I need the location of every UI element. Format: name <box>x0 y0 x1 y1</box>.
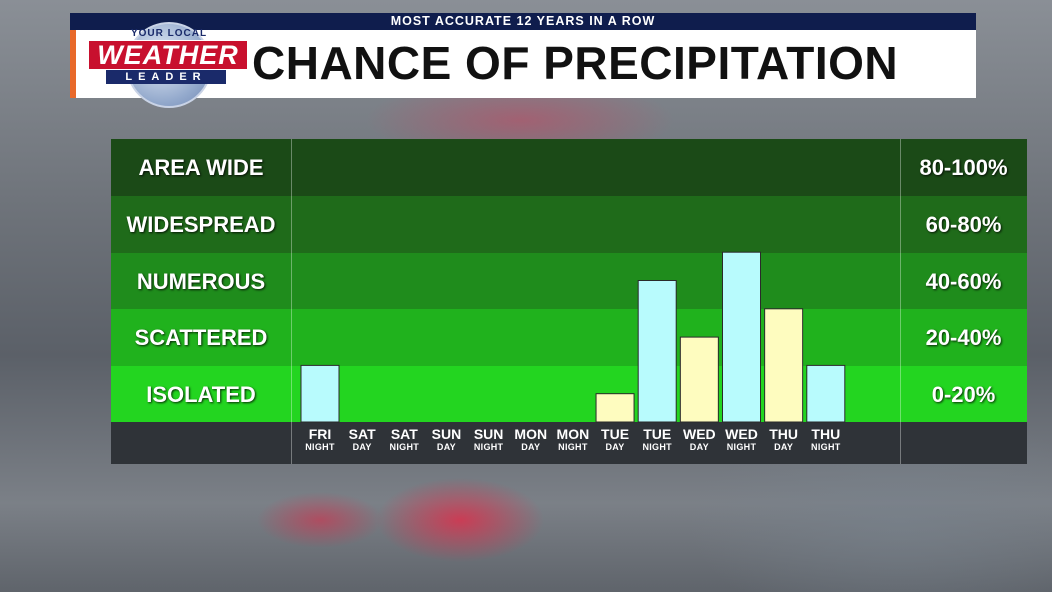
left-divider <box>291 139 292 464</box>
band-range: 0-20% <box>931 382 996 407</box>
bar-thu-night <box>806 364 846 423</box>
tick-day: MON <box>514 426 548 442</box>
band-label: ISOLATED <box>146 382 256 407</box>
tick-period: NIGHT <box>389 442 420 452</box>
band-isolated: ISOLATED 0-20% <box>111 366 1027 423</box>
station-logo: YOUR LOCAL WEATHER LEADER <box>86 22 256 108</box>
bar-tue-night <box>637 280 677 423</box>
x-tick-label: WED DAY <box>679 426 719 453</box>
page-title: CHANCE OF PRECIPITATION <box>252 37 899 89</box>
tagline-strip: MOST ACCURATE 12 YEARS IN A ROW <box>70 13 976 30</box>
tick-period: DAY <box>521 442 541 452</box>
tick-day: FRI <box>308 426 332 442</box>
logo-main-text: WEATHER <box>88 40 248 70</box>
bars-layer <box>300 251 846 423</box>
tick-period: DAY <box>605 442 625 452</box>
x-tick-label: TUE DAY <box>595 426 635 453</box>
logo-top-text: YOUR LOCAL <box>130 28 208 39</box>
tick-day: WED <box>683 426 716 442</box>
tick-day: SUN <box>431 426 462 442</box>
band-label: WIDESPREAD <box>126 212 276 237</box>
x-tick-label: SAT NIGHT <box>384 426 424 453</box>
band-range: 60-80% <box>925 212 1002 237</box>
precip-chart: AREA WIDE 80-100% WIDESPREAD 60-80% NUME… <box>111 139 1027 464</box>
tick-period: NIGHT <box>558 442 588 452</box>
x-tick-label: THU NIGHT <box>806 426 846 453</box>
band-label: NUMEROUS <box>136 269 266 294</box>
band-range: 40-60% <box>925 269 1002 294</box>
tick-period: NIGHT <box>642 442 672 452</box>
tick-day: THU <box>769 426 799 442</box>
band-range: 80-100% <box>919 155 1008 180</box>
bar-fri-night <box>300 364 340 423</box>
x-tick-label: SAT DAY <box>342 426 382 453</box>
x-tick-label: MON DAY <box>511 426 551 453</box>
tick-day: SAT <box>348 426 376 442</box>
band-widespread: WIDESPREAD 60-80% <box>111 196 1027 253</box>
logo-bottom-text: LEADER <box>106 70 226 84</box>
tick-period: NIGHT <box>726 442 757 452</box>
bar-tue-day <box>595 393 635 423</box>
tick-period: DAY <box>436 442 456 452</box>
tick-day: TUE <box>643 426 672 442</box>
band-numerous: NUMEROUS 40-60% <box>111 253 1027 310</box>
tick-day: WED <box>725 426 758 442</box>
x-tick-label: TUE NIGHT <box>637 426 677 453</box>
bar-wed-night <box>722 251 761 423</box>
x-tick-label: MON NIGHT <box>553 426 593 453</box>
tick-day: SUN <box>473 426 504 442</box>
tick-day: THU <box>811 426 841 442</box>
tick-period: NIGHT <box>305 442 335 452</box>
bar-thu-day <box>764 308 804 423</box>
band-label: SCATTERED <box>134 325 268 350</box>
x-axis-row <box>111 422 1027 464</box>
right-divider <box>900 139 901 464</box>
band-scattered: SCATTERED 20-40% <box>111 309 1027 366</box>
tick-day: TUE <box>601 426 630 442</box>
tick-period: DAY <box>689 442 709 452</box>
tick-period: NIGHT <box>473 442 504 452</box>
x-tick-label: THU DAY <box>764 426 804 453</box>
tick-period: NIGHT <box>811 442 841 452</box>
tick-day: SAT <box>390 426 418 442</box>
x-tick-label: FRI NIGHT <box>300 426 340 453</box>
x-tick-label: SUN NIGHT <box>469 426 509 453</box>
tick-period: DAY <box>774 442 794 452</box>
x-tick-label: SUN DAY <box>426 426 466 453</box>
title-bar: YOUR LOCAL WEATHER LEADER CHANCE OF PREC… <box>70 22 976 108</box>
tick-day: MON <box>556 426 590 442</box>
tick-period: DAY <box>352 442 372 452</box>
bar-wed-day <box>679 336 719 423</box>
band-area-wide: AREA WIDE 80-100% <box>111 139 1027 196</box>
band-label: AREA WIDE <box>138 155 264 180</box>
x-tick-label: WED NIGHT <box>722 426 762 453</box>
band-range: 20-40% <box>925 325 1002 350</box>
